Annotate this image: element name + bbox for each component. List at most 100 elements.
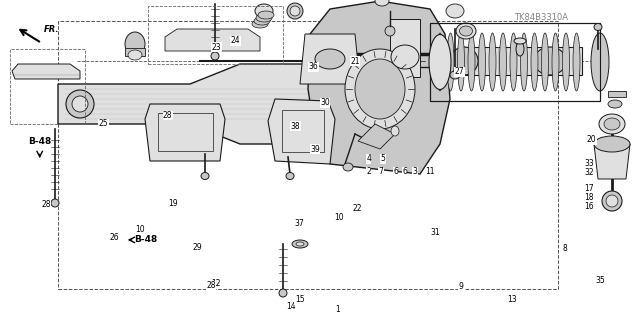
Text: 33: 33: [584, 159, 594, 168]
Ellipse shape: [450, 47, 478, 75]
Ellipse shape: [345, 49, 415, 129]
Ellipse shape: [602, 191, 622, 211]
Ellipse shape: [594, 24, 602, 31]
Ellipse shape: [292, 240, 308, 248]
Polygon shape: [300, 34, 360, 84]
Text: 36: 36: [308, 63, 319, 71]
Polygon shape: [594, 144, 630, 179]
Ellipse shape: [468, 33, 475, 91]
Ellipse shape: [456, 23, 476, 39]
Bar: [464, 47, 582, 75]
Ellipse shape: [594, 136, 630, 152]
Bar: [430, 23, 600, 101]
Text: 11: 11: [426, 167, 435, 176]
Polygon shape: [358, 124, 395, 149]
Polygon shape: [268, 99, 335, 164]
Bar: [125, 48, 145, 56]
Ellipse shape: [531, 33, 538, 91]
Ellipse shape: [510, 33, 517, 91]
Text: 19: 19: [168, 199, 178, 208]
Ellipse shape: [446, 4, 464, 18]
Text: 26: 26: [109, 233, 119, 242]
Bar: [608, 91, 626, 97]
Ellipse shape: [541, 33, 548, 91]
Ellipse shape: [254, 17, 270, 25]
Ellipse shape: [375, 0, 389, 6]
Polygon shape: [145, 104, 225, 161]
Text: 16: 16: [584, 202, 594, 211]
Ellipse shape: [385, 26, 395, 36]
Polygon shape: [390, 19, 420, 77]
Bar: [430, 23, 600, 101]
Polygon shape: [308, 1, 450, 174]
Ellipse shape: [604, 118, 620, 130]
Ellipse shape: [355, 59, 405, 119]
Text: 37: 37: [294, 219, 305, 228]
Ellipse shape: [72, 96, 88, 112]
Text: 25: 25: [99, 119, 109, 128]
Ellipse shape: [514, 38, 526, 44]
Text: 3: 3: [412, 167, 417, 176]
Ellipse shape: [290, 6, 300, 16]
Text: 12: 12: [212, 279, 221, 288]
Text: 21: 21: [351, 57, 360, 66]
Text: 10: 10: [334, 213, 344, 222]
Text: 39: 39: [310, 145, 320, 154]
Ellipse shape: [252, 20, 268, 28]
Bar: [10, 49, 85, 124]
Ellipse shape: [450, 71, 460, 79]
Ellipse shape: [66, 90, 94, 118]
Polygon shape: [165, 29, 260, 51]
Text: FR.: FR.: [44, 25, 59, 34]
Text: 35: 35: [595, 276, 605, 285]
Text: 28: 28: [207, 281, 216, 290]
Text: 27: 27: [454, 67, 465, 76]
Text: 29: 29: [192, 243, 202, 252]
Text: 31: 31: [430, 228, 440, 237]
Bar: [158, 113, 213, 151]
Ellipse shape: [255, 4, 273, 18]
Ellipse shape: [563, 33, 570, 91]
Ellipse shape: [606, 195, 618, 207]
Polygon shape: [12, 64, 80, 79]
Text: B-48: B-48: [28, 137, 51, 146]
Ellipse shape: [287, 3, 303, 19]
Text: 6: 6: [393, 167, 398, 176]
Ellipse shape: [520, 33, 527, 91]
Ellipse shape: [460, 26, 472, 36]
Ellipse shape: [258, 11, 274, 19]
Ellipse shape: [211, 52, 219, 60]
Text: 2: 2: [366, 167, 371, 176]
Text: 7: 7: [378, 167, 383, 176]
Text: 5: 5: [380, 154, 385, 163]
Text: 4: 4: [366, 154, 371, 163]
Ellipse shape: [256, 14, 272, 22]
Ellipse shape: [489, 33, 496, 91]
Text: 32: 32: [584, 168, 594, 177]
Bar: [58, 21, 558, 289]
Ellipse shape: [447, 33, 454, 91]
Bar: [282, 110, 324, 152]
Text: 22: 22: [353, 204, 362, 213]
Text: 15: 15: [294, 295, 305, 304]
Ellipse shape: [436, 33, 444, 91]
Text: 1: 1: [335, 305, 340, 314]
Ellipse shape: [128, 50, 142, 60]
Ellipse shape: [458, 33, 465, 91]
Ellipse shape: [516, 42, 524, 56]
Ellipse shape: [286, 173, 294, 180]
Text: 6: 6: [402, 167, 407, 176]
Ellipse shape: [51, 199, 59, 207]
Text: TK84B3310A: TK84B3310A: [514, 13, 568, 22]
Ellipse shape: [429, 34, 451, 90]
Ellipse shape: [534, 47, 566, 75]
Ellipse shape: [591, 33, 609, 91]
Text: 28: 28: [42, 200, 51, 209]
Ellipse shape: [499, 33, 506, 91]
Text: 17: 17: [584, 184, 594, 193]
Text: 10: 10: [134, 225, 145, 234]
Ellipse shape: [125, 32, 145, 56]
Bar: [148, 6, 283, 64]
Ellipse shape: [552, 33, 559, 91]
Ellipse shape: [391, 45, 419, 69]
